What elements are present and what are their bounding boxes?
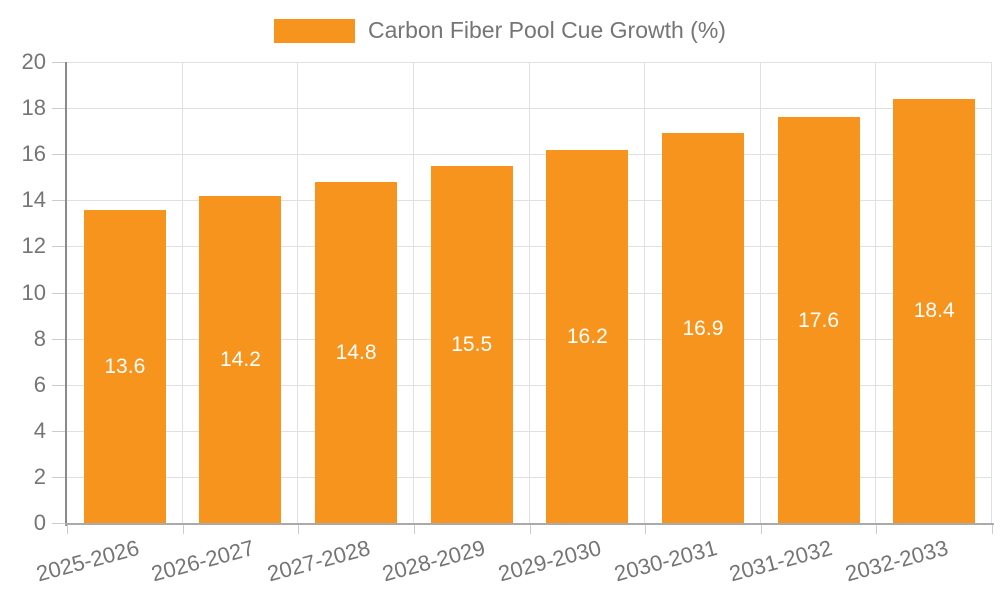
y-axis-tick (52, 476, 65, 478)
bar: 15.5 (430, 165, 513, 523)
bar: 13.6 (83, 209, 166, 523)
bar-value-label: 15.5 (451, 332, 493, 356)
gridline-horizontal (67, 338, 992, 340)
y-axis-tick-label: 14 (21, 187, 46, 213)
y-axis-tick-label: 12 (21, 233, 46, 259)
bar-value-label: 13.6 (104, 354, 146, 378)
x-axis-tick (413, 525, 415, 534)
y-axis-tick (52, 292, 65, 294)
legend-swatch (274, 18, 356, 43)
gridline-horizontal (67, 108, 992, 110)
bar-value-label: 16.9 (682, 316, 724, 340)
gridline-vertical (991, 62, 992, 523)
bar-value-label: 18.4 (913, 299, 955, 323)
y-axis-tick-label: 0 (33, 510, 46, 535)
bar-value-label: 17.6 (798, 308, 839, 332)
y-axis-tick (52, 384, 65, 386)
y-axis-tick (52, 430, 65, 432)
legend-item[interactable]: Carbon Fiber Pool Cue Growth (%) (274, 17, 726, 44)
gridline-vertical (759, 62, 761, 523)
gridline-vertical (297, 62, 299, 523)
x-axis-tick-label: 2029-2030 (495, 535, 604, 587)
x-axis-tick (67, 525, 68, 534)
x-axis-tick-label: 2032-2033 (842, 535, 951, 587)
y-axis-tick (52, 246, 65, 248)
x-axis-tick (645, 525, 647, 534)
gridline-vertical (412, 62, 414, 523)
x-axis-tick (876, 525, 878, 534)
bar: 17.6 (777, 117, 860, 523)
x-axis-tick (182, 525, 184, 534)
y-axis-tick (52, 200, 65, 202)
y-axis-tick (52, 154, 65, 156)
gridline-horizontal (67, 246, 992, 248)
gridline-horizontal (67, 292, 992, 294)
y-axis-tick-label: 4 (33, 417, 46, 443)
x-axis-tick-label: 2025-2026 (33, 535, 142, 587)
y-axis-tick-label: 8 (33, 325, 46, 351)
gridline-vertical (181, 62, 183, 523)
x-axis-tick-label: 2028-2029 (380, 535, 489, 587)
legend-label: Carbon Fiber Pool Cue Growth (%) (368, 17, 726, 43)
y-axis-tick (52, 338, 65, 340)
y-axis-tick (52, 523, 65, 524)
x-axis-tick-label: 2026-2027 (148, 535, 257, 587)
gridline-horizontal (67, 384, 992, 386)
bar-value-label: 16.2 (566, 324, 608, 348)
gridline-vertical (644, 62, 646, 523)
y-axis-tick-label: 2 (33, 463, 46, 489)
y-axis-tick (52, 62, 65, 63)
gridline-vertical (875, 62, 877, 523)
bar: 16.9 (661, 133, 744, 523)
gridline-vertical (528, 62, 530, 523)
plot-area: 0 2 4 6 8 10 12 14 16 18 20 2025-2026 13.6 2026-2027 1… (22, 50, 994, 586)
y-axis-tick-label: 18 (21, 95, 46, 121)
y-axis-tick-label: 16 (21, 141, 46, 167)
x-axis-tick (529, 525, 531, 534)
gridline-horizontal (67, 430, 992, 432)
bar-value-label: 14.8 (335, 340, 377, 364)
bar: 14.2 (199, 195, 282, 523)
x-axis-tick-label: 2031-2032 (726, 535, 836, 587)
x-axis-tick (760, 525, 762, 534)
gridline-horizontal (67, 476, 992, 478)
bar: 16.2 (546, 149, 629, 523)
y-axis-tick-label: 6 (33, 371, 46, 397)
x-axis-tick (298, 525, 300, 534)
gridline-horizontal (67, 62, 992, 63)
gridline-horizontal (67, 200, 992, 202)
x-axis-tick-label: 2027-2028 (264, 535, 373, 587)
x-axis-tick (992, 525, 993, 534)
x-axis-line (65, 523, 994, 525)
y-axis-line (65, 62, 67, 526)
bar-value-label: 14.2 (220, 347, 261, 371)
legend: Carbon Fiber Pool Cue Growth (%) (0, 17, 1000, 44)
bar: 18.4 (893, 98, 976, 523)
bar: 14.8 (315, 181, 398, 523)
gridline-horizontal (67, 154, 992, 156)
x-axis-tick-label: 2030-2031 (611, 535, 720, 587)
y-axis-tick-label: 10 (21, 279, 46, 305)
y-axis-tick-label: 20 (21, 49, 46, 74)
y-axis-tick (52, 108, 65, 110)
